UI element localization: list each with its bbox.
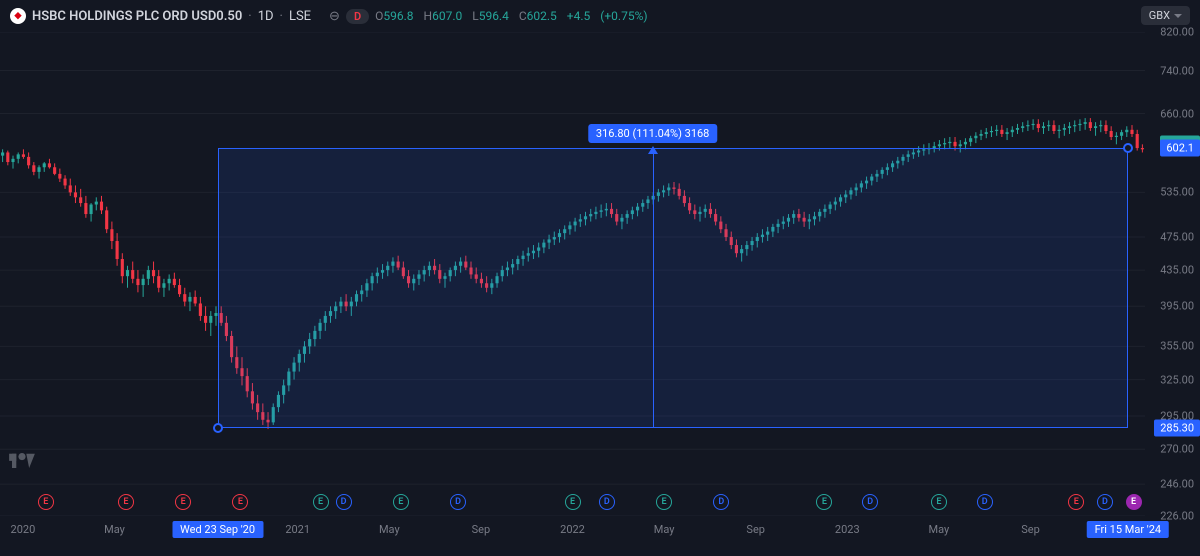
x-axis-tick: May: [929, 523, 950, 536]
interval-label[interactable]: 1D: [258, 9, 274, 24]
event-marker[interactable]: E: [313, 494, 329, 510]
ohlc-o-value: 596.8: [383, 9, 413, 23]
y-axis-tick: 395.00: [1160, 300, 1194, 313]
x-axis-highlight: Fri 15 Mar '24: [1087, 521, 1170, 538]
y-axis-tick: 246.00: [1160, 478, 1194, 491]
event-marker[interactable]: D: [1097, 494, 1113, 510]
currency-label: GBX: [1149, 9, 1170, 22]
event-marker[interactable]: D: [336, 494, 352, 510]
ticker-logo-icon: ◆: [10, 8, 26, 24]
y-axis-tick: 535.00: [1160, 186, 1194, 199]
event-marker[interactable]: E: [232, 494, 248, 510]
chevron-down-icon: [1174, 14, 1182, 18]
session-status-pill: D: [346, 9, 369, 24]
ohlc-l-value: 596.4: [479, 9, 509, 23]
x-axis[interactable]: 2020May2021MaySep2022MaySep2023MaySep202…: [0, 516, 1145, 556]
event-marker[interactable]: D: [862, 494, 878, 510]
x-axis-tick: 2023: [835, 523, 860, 536]
rect-handle-bottom-left[interactable]: [213, 423, 223, 433]
y-axis-tick: 325.00: [1160, 373, 1194, 386]
x-axis-tick: Sep: [1021, 523, 1040, 536]
event-marker[interactable]: E: [393, 494, 409, 510]
measurement-arrow-line: [653, 148, 654, 428]
ohlc-block: O596.8 H607.0 L596.4 C602.5 +4.5 (+0.75%…: [375, 9, 647, 23]
x-axis-tick: May: [654, 523, 675, 536]
dot-separator: ·: [248, 9, 251, 24]
y-axis-tick: 820.00: [1160, 26, 1194, 39]
chart-plot-area[interactable]: 316.80 (111.04%) 3168 EEEEEDEDEDEDEDEDED…: [0, 32, 1145, 516]
price-tag-low: 285.30: [1154, 420, 1200, 437]
x-axis-tick: 2022: [560, 523, 585, 536]
y-axis-tick: 270.00: [1160, 443, 1194, 456]
event-marker[interactable]: E: [931, 494, 947, 510]
y-axis-tick: 660.00: [1160, 107, 1194, 120]
x-axis-tick: 2021: [285, 523, 310, 536]
exchange-label: LSE: [289, 9, 311, 24]
event-marker[interactable]: E: [565, 494, 581, 510]
y-axis-tick: 355.00: [1160, 340, 1194, 353]
ohlc-change: +4.5: [567, 9, 590, 23]
x-axis-tick: 2020: [11, 523, 36, 536]
event-marker[interactable]: E: [38, 494, 54, 510]
currency-selector[interactable]: GBX: [1141, 6, 1190, 25]
event-marker[interactable]: D: [713, 494, 729, 510]
rect-handle-top-right[interactable]: [1123, 143, 1133, 153]
measurement-arrow-head-icon: [648, 146, 658, 154]
x-axis-tick: Sep: [746, 523, 765, 536]
dot-separator: ·: [280, 9, 283, 24]
tradingview-logo-icon: [8, 448, 36, 468]
x-axis-tick: Sep: [472, 523, 491, 536]
event-marker[interactable]: D: [599, 494, 615, 510]
event-marker[interactable]: E: [1068, 494, 1084, 510]
measurement-label: 316.80 (111.04%) 3168: [588, 124, 717, 143]
chart-header: ◆ HSBC HOLDINGS PLC ORD USD0.50 · 1D · L…: [0, 0, 1200, 32]
ohlc-change-pct: (+0.75%): [600, 9, 647, 23]
event-marker[interactable]: E: [656, 494, 672, 510]
x-axis-tick: May: [379, 523, 400, 536]
ticker-name[interactable]: HSBC HOLDINGS PLC ORD USD0.50: [32, 9, 242, 24]
event-marker[interactable]: E: [175, 494, 191, 510]
event-marker[interactable]: D: [450, 494, 466, 510]
event-marker[interactable]: E: [816, 494, 832, 510]
y-axis-tick: 435.00: [1160, 264, 1194, 277]
x-axis-highlight: Wed 23 Sep '20: [172, 521, 263, 538]
x-axis-tick: May: [104, 523, 125, 536]
y-axis[interactable]: 820.00740.00660.00535.00475.00435.00395.…: [1145, 32, 1200, 516]
event-marker[interactable]: D: [977, 494, 993, 510]
price-tag-current: 602.1: [1160, 140, 1200, 157]
ohlc-h-label: H: [424, 9, 433, 23]
y-axis-tick: 740.00: [1160, 64, 1194, 77]
ohlc-c-label: C: [519, 9, 527, 23]
event-marker[interactable]: E: [118, 494, 134, 510]
ohlc-c-value: 602.5: [527, 9, 557, 23]
compare-icon[interactable]: ⊖: [329, 9, 340, 24]
ohlc-h-value: 607.0: [432, 9, 462, 23]
measurement-rectangle[interactable]: [218, 148, 1128, 428]
event-marker[interactable]: E: [1126, 494, 1142, 510]
y-axis-tick: 475.00: [1160, 231, 1194, 244]
